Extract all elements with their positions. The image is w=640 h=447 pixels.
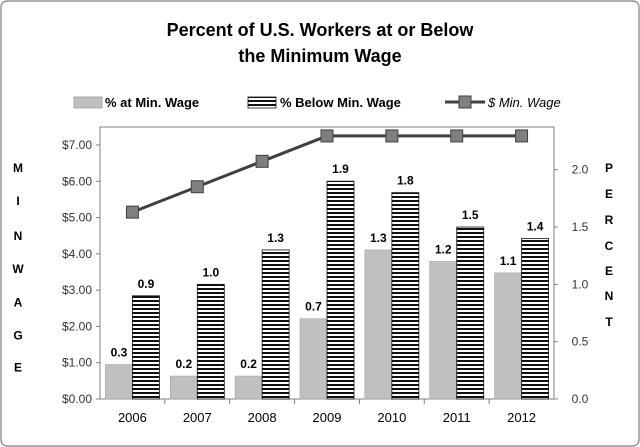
bar-at-min-wage [494, 272, 522, 400]
right-tick-label: 1.5 [572, 220, 589, 234]
bar-at-min-wage [234, 375, 263, 400]
left-tick-label: $2.00 [62, 319, 92, 333]
bar-at-min-wage [299, 318, 328, 400]
left-tick-label: $3.00 [62, 283, 92, 297]
bar-below-min-wage [521, 238, 549, 400]
bar-label-below-min-wage: 1.8 [397, 174, 414, 188]
min-wage-marker [450, 129, 464, 143]
left-tick-label: $4.00 [62, 247, 92, 261]
bar-data-labels: 0.3 0.9 0.2 1.0 0.2 1.3 0.7 1.9 1.3 1.8 1.2 1.5 1.1 1… [111, 162, 544, 371]
bar-below-min-wage [261, 249, 290, 400]
min-wage-marker [385, 129, 399, 143]
left-tick-label: $5.00 [62, 211, 92, 225]
right-tick-label: 2.0 [572, 163, 589, 177]
legend-swatch-min-wage-marker [458, 95, 472, 109]
min-wage-marker [515, 129, 529, 143]
right-axis-letter: E [605, 187, 613, 201]
left-tick-label: $7.00 [62, 138, 92, 152]
bar-below-min-wage [391, 192, 420, 400]
left-axis-letter: W [12, 262, 24, 276]
right-axis-letter: E [605, 264, 613, 278]
bar-label-below-min-wage: 1.0 [202, 265, 219, 279]
bar-label-at-min-wage: 0.7 [305, 300, 322, 314]
bar-at-min-wage [105, 364, 133, 400]
left-axis-title: M I N W A G E [12, 161, 24, 374]
bar-label-at-min-wage: 1.2 [435, 242, 452, 256]
chart-title-line1: Percent of U.S. Workers at or Below [167, 20, 475, 40]
legend-swatch-below-min-wage [247, 96, 277, 109]
left-tick-label: $0.00 [62, 392, 92, 406]
bar-label-at-min-wage: 0.2 [175, 357, 192, 371]
min-wage-marker [255, 154, 269, 168]
bar-label-at-min-wage: 0.3 [111, 346, 128, 360]
bar-label-at-min-wage: 0.2 [240, 357, 257, 371]
legend: % at Min. Wage % Below Min. Wage $ Min. … [73, 95, 561, 110]
bar-label-below-min-wage: 1.4 [527, 219, 544, 233]
right-axis-letter: N [605, 289, 614, 303]
left-axis-letter: G [13, 329, 22, 343]
left-axis-letter: A [14, 296, 23, 310]
legend-swatch-at-min-wage [73, 96, 103, 109]
x-tick-label: 2007 [183, 410, 212, 425]
left-axis-letter: N [14, 229, 23, 243]
bar-label-below-min-wage: 1.5 [462, 208, 479, 222]
min-wage-marker [320, 129, 334, 143]
bar-below-min-wage [456, 226, 485, 400]
bar-at-min-wage [169, 375, 198, 400]
min-wage-marker [125, 205, 139, 219]
left-axis-letter: M [13, 161, 23, 175]
x-tick-label: 2008 [248, 410, 277, 425]
bar-below-min-wage [132, 295, 160, 400]
left-axis-letter: E [14, 361, 22, 375]
left-axis-letter: I [16, 194, 19, 208]
x-tick-label: 2009 [313, 410, 342, 425]
bar-label-below-min-wage: 0.9 [138, 277, 155, 291]
right-axis-ticks: 0.0 0.5 1.0 1.5 2.0 [554, 163, 589, 406]
min-wage-line-series [125, 129, 529, 219]
min-wage-marker [190, 180, 204, 194]
bar-label-below-min-wage: 1.9 [332, 162, 349, 176]
x-tick-label: 2011 [443, 410, 471, 425]
legend-label-below-min-wage: % Below Min. Wage [280, 95, 401, 110]
right-tick-label: 1.0 [572, 277, 589, 291]
right-axis-letter: C [605, 239, 614, 253]
right-axis-letter: R [605, 213, 614, 227]
x-axis-ticks: 2006 2007 2008 2009 2010 2011 2012 [118, 399, 536, 425]
x-tick-label: 2010 [377, 410, 406, 425]
legend-label-min-wage: $ Min. Wage [487, 95, 561, 110]
bar-below-min-wage [196, 283, 225, 400]
right-tick-label: 0.0 [572, 392, 589, 406]
bar-at-min-wage [429, 261, 458, 400]
left-tick-label: $1.00 [62, 356, 92, 370]
x-tick-label: 2012 [507, 410, 536, 425]
right-axis-letter: P [605, 161, 613, 175]
left-axis-ticks: $0.00 $1.00 $2.00 $3.00 $4.00 $5.00 $6.00 $7.00 [62, 138, 100, 406]
bars [105, 180, 549, 400]
bar-label-at-min-wage: 1.3 [370, 231, 387, 245]
left-tick-label: $6.00 [62, 174, 92, 188]
right-axis-letter: T [605, 315, 613, 329]
chart-title-line2: the Minimum Wage [238, 46, 401, 66]
bar-label-at-min-wage: 1.1 [500, 254, 517, 268]
right-tick-label: 0.5 [572, 335, 589, 349]
x-tick-label: 2006 [118, 410, 147, 425]
bar-label-below-min-wage: 1.3 [267, 231, 284, 245]
legend-label-at-min-wage: % at Min. Wage [105, 95, 199, 110]
bar-below-min-wage [326, 180, 355, 400]
bar-at-min-wage [364, 249, 393, 400]
